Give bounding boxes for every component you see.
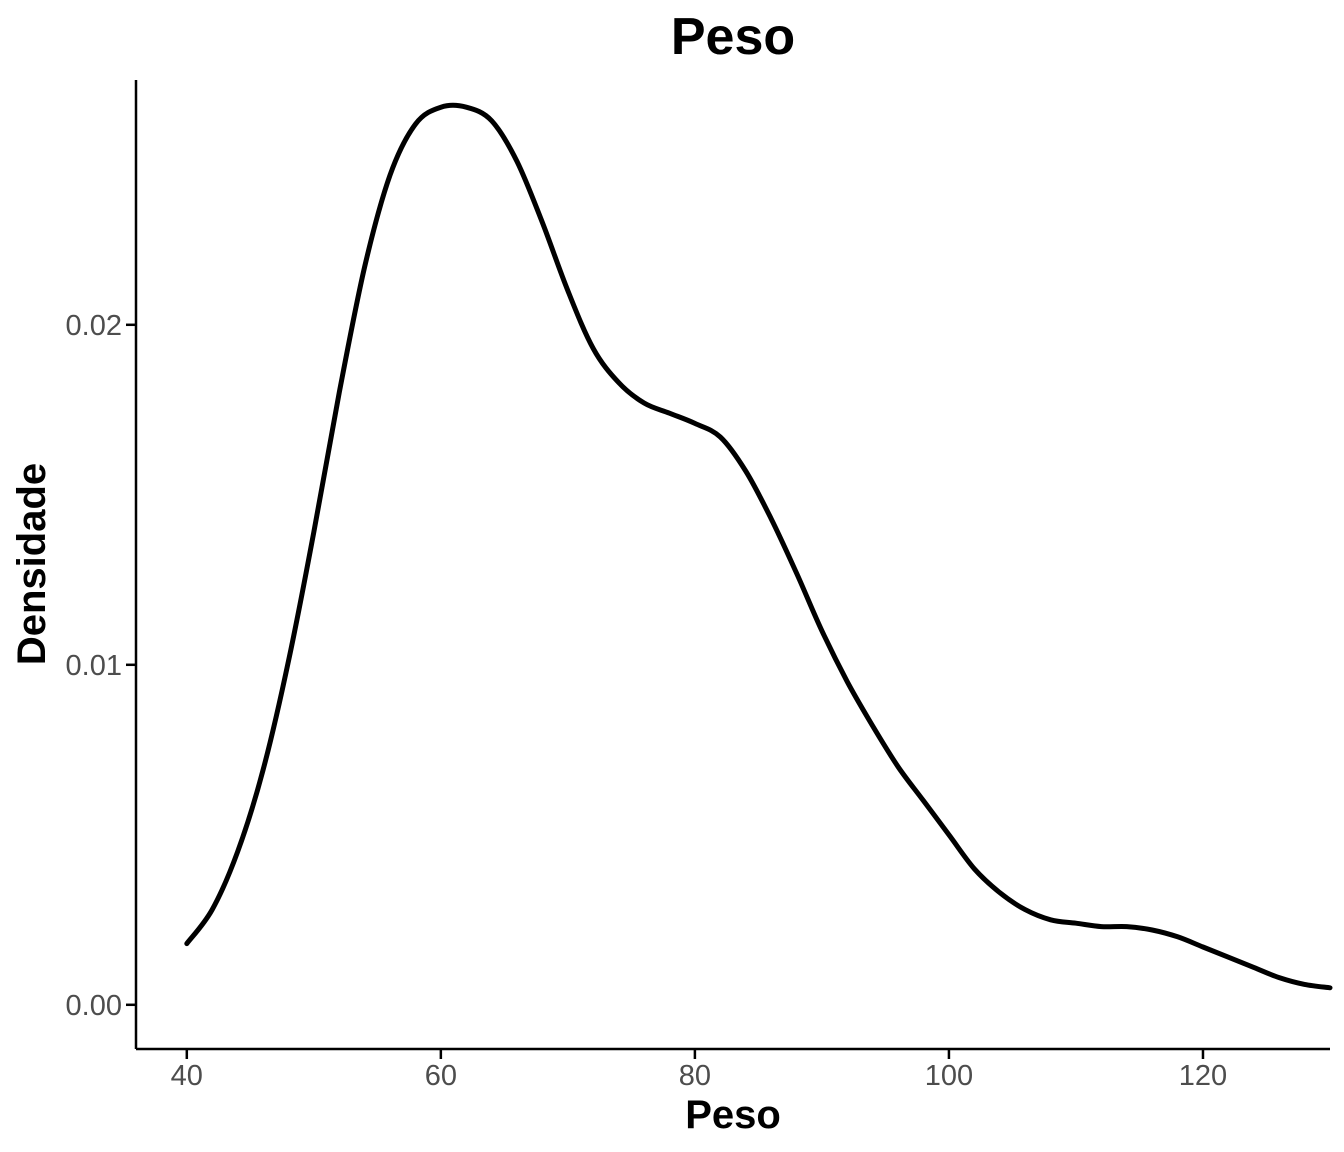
x-tick-label: 120 bbox=[1179, 1060, 1227, 1092]
y-tick-label: 0.02 bbox=[66, 310, 122, 342]
density-curve bbox=[184, 102, 1333, 991]
plot-area bbox=[134, 80, 1333, 1051]
x-axis-ticks: 40 60 80 100 120 bbox=[171, 1049, 1227, 1092]
y-axis-title: Densidade bbox=[10, 463, 54, 665]
y-axis-ticks: 0.00 0.01 0.02 bbox=[66, 310, 136, 1022]
y-tick-label: 0.01 bbox=[66, 650, 122, 682]
x-axis-title: Peso bbox=[685, 1093, 781, 1137]
chart-title: Peso bbox=[671, 8, 795, 66]
x-tick-label: 60 bbox=[425, 1060, 457, 1092]
x-tick-label: 80 bbox=[679, 1060, 711, 1092]
y-tick-label: 0.00 bbox=[66, 990, 122, 1022]
x-tick-label: 40 bbox=[171, 1060, 203, 1092]
x-tick-label: 100 bbox=[925, 1060, 973, 1092]
